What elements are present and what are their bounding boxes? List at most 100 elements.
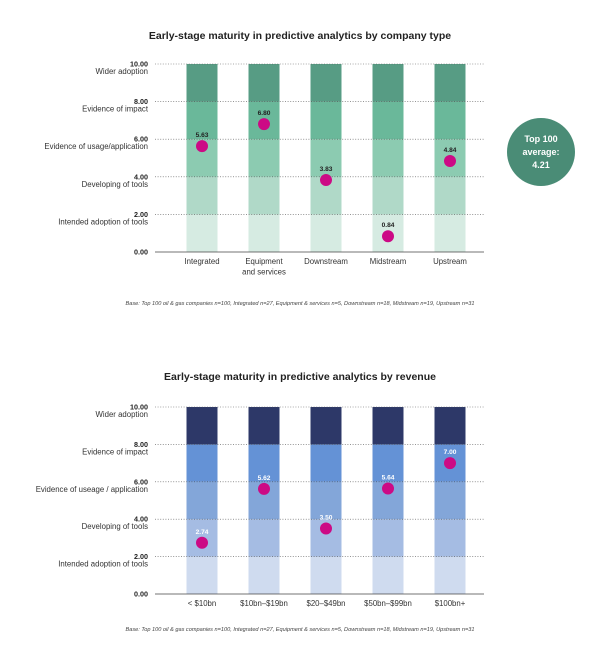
y-tick-label: 0.00: [134, 248, 148, 257]
bar-0-segment-4: [186, 64, 218, 102]
data-label-1: 5.62: [258, 475, 271, 482]
data-point-0: [196, 140, 208, 153]
chart-title: Early-stage maturity in predictive analy…: [149, 30, 451, 42]
bar-2: [310, 407, 342, 594]
x-category-label: $10bn–$19bn: [240, 599, 288, 608]
band-label: Intended adoption of tools: [58, 560, 148, 569]
bar-1-segment-4: [248, 407, 280, 445]
bar-0: [186, 64, 218, 252]
band-label: Evidence of impact: [82, 447, 149, 456]
data-label-0: 2.74: [196, 529, 209, 536]
x-category-label: Midstream: [370, 257, 406, 266]
bar-2-segment-4: [310, 64, 342, 102]
data-label-1: 6.80: [258, 110, 271, 117]
bar-3-segment-4: [372, 407, 404, 445]
bar-4-segment-0: [434, 556, 466, 594]
revenue-chart: Early-stage maturity in predictive analy…: [36, 371, 484, 633]
data-label-3: 0.84: [382, 222, 395, 229]
band-label: Evidence of impact: [82, 105, 149, 114]
bar-3-segment-1: [372, 176, 404, 215]
y-tick-label: 0.00: [134, 590, 148, 599]
band-label: Developing of tools: [82, 522, 148, 531]
data-point-4: [444, 155, 456, 168]
x-category-label: Integrated: [184, 257, 219, 266]
y-tick-label: 8.00: [134, 97, 148, 106]
y-tick-label: 10.00: [130, 403, 148, 412]
bar-1-segment-3: [248, 444, 280, 482]
band-label: Evidence of usage/application: [44, 142, 148, 151]
data-point-1: [258, 482, 270, 495]
bar-0-segment-2: [186, 481, 218, 520]
average-badge-value: 4.21: [532, 160, 550, 170]
bar-1-segment-0: [248, 214, 280, 252]
chart-title: Early-stage maturity in predictive analy…: [164, 371, 436, 383]
bar-3-segment-3: [372, 444, 404, 482]
bar-3-segment-2: [372, 139, 404, 177]
bar-2-segment-2: [310, 139, 342, 177]
bar-4: [434, 64, 466, 252]
data-label-4: 7.00: [444, 449, 457, 456]
data-label-3: 5.64: [382, 475, 395, 482]
y-tick-label: 4.00: [134, 515, 148, 524]
bar-2-segment-4: [310, 407, 342, 445]
bar-2-segment-2: [310, 481, 342, 520]
average-badge-line2: average:: [522, 147, 559, 157]
x-category-label: $20–$49bn: [306, 599, 345, 608]
band-label: Developing of tools: [82, 180, 148, 189]
data-point-2: [320, 522, 332, 535]
bar-3-segment-3: [372, 101, 404, 140]
data-point-3: [382, 230, 394, 243]
data-point-4: [444, 457, 456, 470]
company-type-chart: Early-stage maturity in predictive analy…: [44, 30, 575, 307]
average-badge-line1: Top 100: [524, 134, 557, 144]
bar-1-segment-4: [248, 64, 280, 102]
bar-4-segment-3: [434, 101, 466, 140]
y-tick-label: 2.00: [134, 552, 148, 561]
base-note: Base: Top 100 oil & gas companies n=100,…: [126, 301, 475, 307]
bar-0-segment-0: [186, 556, 218, 594]
base-note: Base: Top 100 oil & gas companies n=100,…: [126, 627, 475, 633]
y-tick-label: 4.00: [134, 172, 148, 181]
x-category-label: $50bn–$99bn: [364, 599, 412, 608]
band-label: Wider adoption: [96, 67, 148, 76]
average-badge-circle: [507, 118, 575, 186]
bar-2-segment-0: [310, 556, 342, 594]
x-category-label: Equipment and services: [242, 257, 286, 277]
bar-2-segment-3: [310, 444, 342, 482]
bar-4-segment-2: [434, 481, 466, 520]
bar-1: [248, 407, 280, 594]
bar-3: [372, 407, 404, 594]
bar-0-segment-1: [186, 176, 218, 215]
data-point-1: [258, 118, 270, 131]
data-label-4: 4.84: [444, 147, 457, 154]
x-category-label: Downstream: [304, 257, 348, 266]
y-tick-label: 2.00: [134, 210, 148, 219]
x-category-label: $100bn+: [435, 599, 466, 608]
data-label-2: 3.50: [320, 515, 333, 522]
band-label: Evidence of useage / application: [36, 485, 148, 494]
bar-4-segment-4: [434, 64, 466, 102]
bar-3-segment-4: [372, 64, 404, 102]
bar-4-segment-4: [434, 407, 466, 445]
bar-2-segment-0: [310, 214, 342, 252]
bar-4-segment-0: [434, 214, 466, 252]
bar-1-segment-1: [248, 519, 280, 557]
y-tick-label: 8.00: [134, 440, 148, 449]
bar-2-segment-3: [310, 101, 342, 140]
bar-0-segment-3: [186, 444, 218, 482]
x-category-label: < $10bn: [188, 599, 216, 608]
bar-0: [186, 407, 218, 594]
y-tick-label: 6.00: [134, 477, 148, 486]
data-point-3: [382, 482, 394, 495]
bar-0-segment-4: [186, 407, 218, 445]
data-point-0: [196, 536, 208, 549]
y-tick-label: 6.00: [134, 135, 148, 144]
data-label-2: 3.83: [320, 166, 333, 173]
bar-1-segment-1: [248, 176, 280, 215]
bar-1-segment-0: [248, 556, 280, 594]
bar-3-segment-1: [372, 519, 404, 557]
bar-3-segment-0: [372, 556, 404, 594]
band-label: Wider adoption: [96, 410, 148, 419]
bar-1: [248, 64, 280, 252]
bar-1-segment-2: [248, 139, 280, 177]
